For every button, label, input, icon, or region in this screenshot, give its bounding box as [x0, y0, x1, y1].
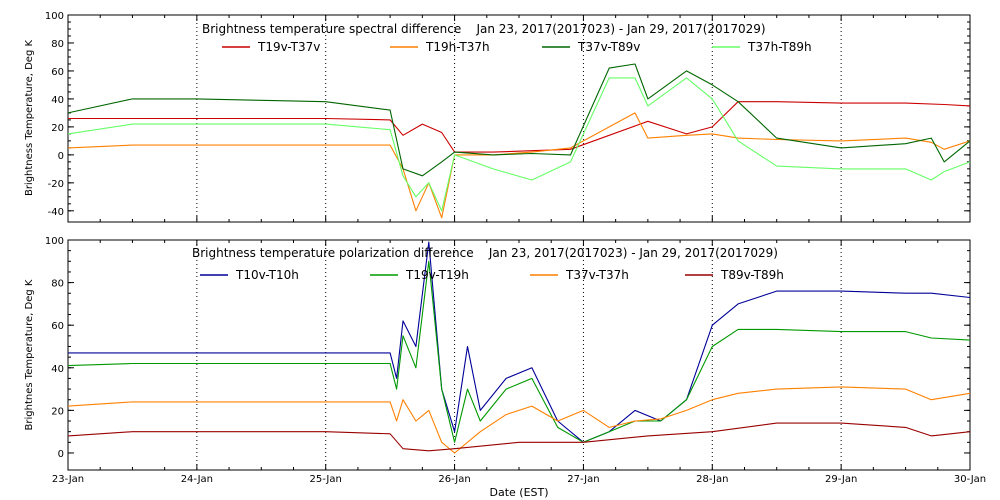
x-tick-label: 23-Jan [52, 474, 84, 485]
x-tick-label: 28-Jan [696, 474, 728, 485]
y-axis-label: Brightness Temperature, Deg K [24, 40, 35, 197]
legend-label: T10v-T10h [235, 268, 299, 282]
y-tick-label: 60 [51, 321, 64, 332]
chart-title: Brightness temperature spectral differen… [202, 22, 766, 36]
legend-label: T37v-T89v [577, 40, 640, 54]
legend-label: T37v-T37h [565, 268, 629, 282]
panel-2 [67, 239, 971, 471]
y-tick-label: 100 [45, 11, 64, 22]
series-line-t37v-t89v [67, 63, 971, 177]
x-axis-label: Date (EST) [489, 486, 548, 499]
y-axis-label: Brightnes Temperature, Deg K [24, 279, 35, 430]
legend-label: T37h-T89h [747, 40, 812, 54]
chart-title: Brightness temperature polarization diff… [192, 246, 778, 260]
y-tick-label: 100 [45, 236, 64, 247]
y-tick-label: 0 [58, 151, 64, 162]
series-line-t37h-t89h [67, 77, 971, 212]
x-tick-label: 30-Jan [954, 474, 986, 485]
series-line-t37v-t37h [67, 386, 971, 454]
y-tick-label: 60 [51, 67, 64, 78]
series-line-t19v-t19h [67, 260, 971, 443]
x-tick-label: 24-Jan [181, 474, 213, 485]
y-tick-label: 80 [51, 279, 64, 290]
x-tick-label: 26-Jan [438, 474, 470, 485]
y-tick-label: -40 [48, 207, 64, 218]
series-line-t19h-t37h [67, 112, 971, 219]
x-tick-label: 29-Jan [825, 474, 857, 485]
y-tick-label: 40 [51, 364, 64, 375]
y-tick-label: 20 [51, 406, 64, 417]
y-tick-label: -20 [48, 179, 64, 190]
series-line-t10v-t10h [68, 241, 971, 443]
y-tick-label: 20 [51, 123, 64, 134]
legend-label: T19h-T37h [425, 40, 490, 54]
y-tick-label: 80 [51, 39, 64, 50]
legend-label: T19v-T19h [405, 268, 469, 282]
series-line-t19v-t37v [68, 101, 971, 153]
panel-1 [67, 14, 971, 223]
y-tick-label: 40 [51, 95, 64, 106]
legend-label: T19v-T37v [257, 40, 320, 54]
x-tick-label: 25-Jan [310, 474, 342, 485]
legend-label: T89v-T89h [720, 268, 784, 282]
x-tick-label: 27-Jan [567, 474, 599, 485]
series-line-t89v-t89h [67, 422, 971, 452]
y-tick-label: 0 [58, 449, 64, 460]
